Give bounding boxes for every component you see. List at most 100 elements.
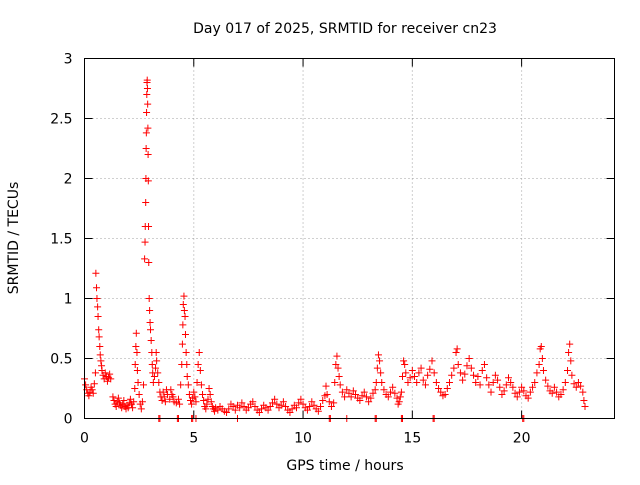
data-point — [564, 367, 572, 374]
data-point — [97, 357, 105, 365]
data-point — [580, 397, 588, 404]
data-point — [373, 364, 381, 372]
axis-ticks — [84, 58, 615, 419]
data-point — [463, 362, 471, 370]
data-point — [110, 397, 118, 404]
data-point — [145, 259, 153, 266]
data-point — [581, 403, 589, 410]
data-point — [500, 387, 508, 395]
data-point — [223, 409, 231, 416]
data-point — [190, 388, 198, 396]
data-point — [93, 284, 101, 292]
data-point — [91, 369, 99, 377]
data-point — [485, 381, 493, 389]
data-point — [570, 380, 578, 388]
data-point — [90, 380, 98, 388]
x-tick-label: 20 — [513, 431, 531, 447]
data-point — [376, 357, 384, 365]
data-point — [114, 394, 122, 402]
data-point — [154, 369, 162, 377]
data-point — [140, 381, 148, 389]
y-tick-label: 1 — [64, 292, 73, 308]
data-point — [141, 255, 149, 263]
data-point — [377, 369, 385, 377]
data-point — [476, 381, 484, 389]
data-point — [176, 400, 184, 408]
data-point — [158, 397, 166, 404]
y-tick-label: 2.5 — [50, 112, 72, 128]
data-point — [129, 404, 137, 412]
data-point — [132, 343, 140, 350]
data-point — [101, 369, 109, 377]
y-axis-label: SRMTID / TECUs — [6, 182, 22, 295]
data-point — [483, 374, 491, 382]
data-point — [443, 385, 451, 392]
data-point — [548, 389, 556, 397]
data-point — [147, 337, 155, 344]
data-point — [236, 404, 244, 412]
data-point — [452, 349, 460, 356]
data-point — [229, 403, 237, 410]
data-point — [378, 379, 386, 386]
data-point — [399, 373, 406, 380]
data-point — [453, 345, 461, 353]
data-point — [524, 394, 532, 402]
data-point — [314, 407, 322, 415]
data-point — [424, 371, 432, 379]
data-point — [498, 391, 506, 398]
data-point — [352, 391, 360, 398]
data-point — [145, 295, 153, 302]
data-point — [172, 399, 180, 407]
data-point — [393, 394, 401, 402]
data-point — [286, 409, 294, 416]
data-point — [148, 361, 156, 368]
data-point — [146, 307, 154, 314]
data-point — [397, 388, 405, 396]
data-point — [193, 379, 201, 386]
data-point — [293, 404, 300, 412]
data-point — [323, 391, 331, 398]
data-point — [568, 371, 576, 379]
data-point — [134, 379, 142, 386]
data-point — [273, 400, 281, 408]
data-point — [341, 393, 349, 401]
data-point — [507, 379, 515, 386]
data-point — [557, 391, 565, 398]
data-points — [81, 76, 589, 422]
data-point — [415, 369, 423, 377]
data-point — [336, 381, 344, 389]
data-point — [539, 367, 547, 374]
data-point — [322, 382, 330, 390]
data-point — [266, 403, 274, 410]
data-point — [207, 398, 215, 406]
data-point — [369, 389, 377, 397]
data-point — [491, 371, 499, 379]
data-point — [179, 301, 187, 308]
data-point — [356, 397, 364, 404]
data-point — [386, 388, 394, 396]
data-point — [465, 355, 473, 362]
data-point — [454, 361, 462, 368]
data-point — [214, 406, 222, 414]
data-point — [96, 351, 104, 359]
data-point — [143, 76, 151, 84]
data-point — [133, 349, 141, 356]
data-point — [310, 401, 318, 409]
data-point — [288, 405, 296, 413]
data-point — [487, 388, 495, 396]
data-point — [411, 373, 419, 380]
data-point — [196, 367, 204, 374]
x-axis-label: GPS time / hours — [286, 458, 403, 474]
data-point — [180, 307, 188, 314]
data-point — [374, 351, 382, 359]
data-point — [561, 379, 569, 386]
data-point — [147, 326, 155, 334]
data-point — [94, 303, 102, 311]
data-point — [472, 379, 480, 386]
data-point — [143, 109, 151, 116]
data-point — [535, 361, 543, 368]
data-point — [197, 381, 205, 389]
y-tick-label: 0.5 — [50, 352, 72, 368]
data-point — [180, 292, 188, 300]
